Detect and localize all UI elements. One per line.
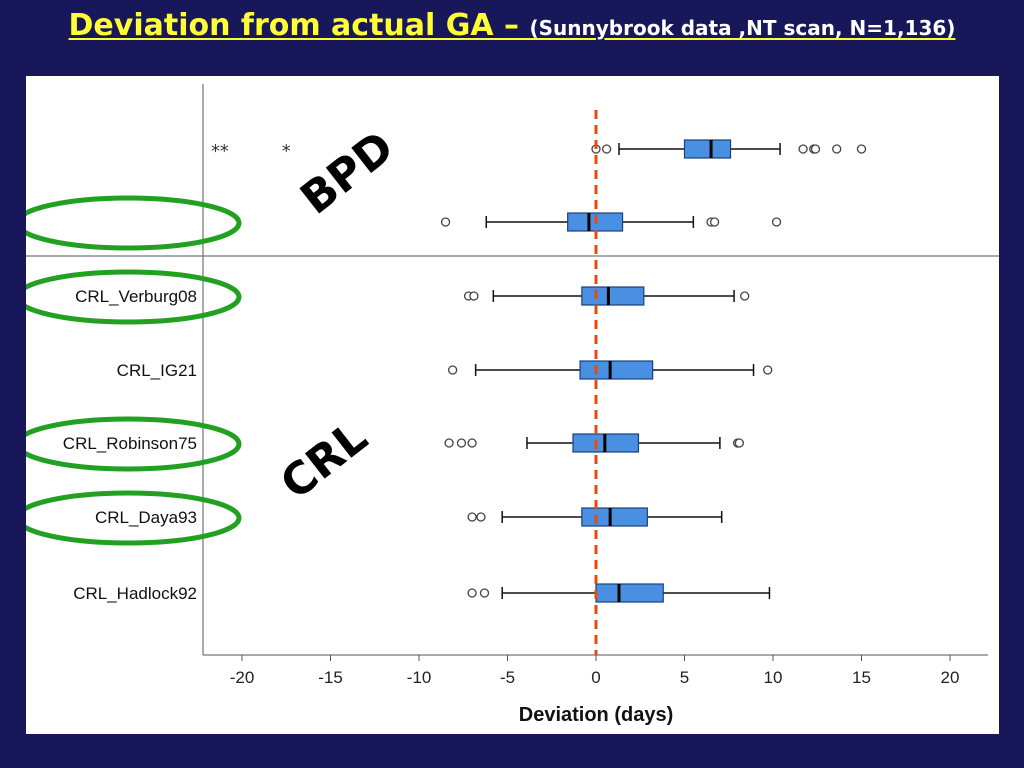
outlier-point (447, 365, 458, 375)
outlier-point (810, 144, 821, 154)
outlier-point (798, 144, 808, 154)
x-tick-label: 20 (941, 668, 960, 687)
extreme-outlier-point: * (220, 141, 229, 162)
highlight-ellipse (26, 416, 242, 472)
x-tick-label: -20 (230, 668, 255, 687)
outlier-point (832, 144, 842, 154)
title-subtitle: (Sunnybrook data ,NT scan, N=1,136) (529, 16, 956, 40)
outlier-point (456, 438, 467, 448)
x-tick-label: -10 (407, 668, 432, 687)
highlight-ellipse (26, 269, 242, 325)
outlier-point (467, 512, 477, 522)
extreme-outlier-point: * (282, 141, 291, 162)
outlier-point (476, 512, 486, 522)
outlier-point (469, 291, 479, 301)
category-label: CRL_Verburg08 (75, 287, 197, 306)
x-tick-label: 5 (680, 668, 689, 687)
extreme-outlier-point: * (379, 141, 388, 162)
x-tick-label: 0 (591, 668, 600, 687)
highlight-ellipse (26, 195, 242, 251)
outlier-point (467, 438, 477, 448)
outlier-point (771, 217, 782, 227)
category-label: CRL_Robinson75 (63, 434, 197, 453)
outlier-point (856, 144, 867, 154)
iqr-box (581, 286, 645, 306)
iqr-box (581, 507, 648, 527)
x-tick-label: -5 (500, 668, 515, 687)
x-tick-label: 10 (764, 668, 783, 687)
category-label: CRL_Daya93 (95, 508, 197, 527)
outlier-point (467, 588, 477, 598)
outlier-point (709, 217, 720, 227)
title-main: Deviation from actual GA – (68, 8, 530, 43)
x-tick-label: 15 (852, 668, 871, 687)
crl-annotation: CRL (271, 411, 377, 509)
iqr-box (595, 583, 664, 603)
extreme-outlier-point: * (211, 141, 220, 162)
outlier-point (444, 438, 454, 448)
chart-panel: -20 -15 -10 -5 0 5 10 15 20 Deviation (days) * * * * C… (26, 76, 999, 734)
bpd-annotation: BPD (291, 121, 403, 224)
outlier-point (763, 365, 773, 375)
category-label: CRL_Hadlock92 (73, 584, 197, 603)
iqr-box (579, 360, 654, 380)
category-label: CRL_IG21 (117, 361, 197, 380)
outlier-point (440, 217, 451, 227)
outlier-point (740, 291, 750, 301)
x-tick-label: -15 (318, 668, 343, 687)
outlier-point (479, 588, 490, 598)
outlier-point (601, 144, 612, 154)
highlight-ellipse (26, 490, 242, 546)
x-axis-title: Deviation (days) (519, 704, 673, 726)
slide-title: Deviation from actual GA – (Sunnybrook d… (0, 8, 1024, 43)
iqr-box (683, 139, 732, 159)
outlier-point (734, 438, 745, 448)
